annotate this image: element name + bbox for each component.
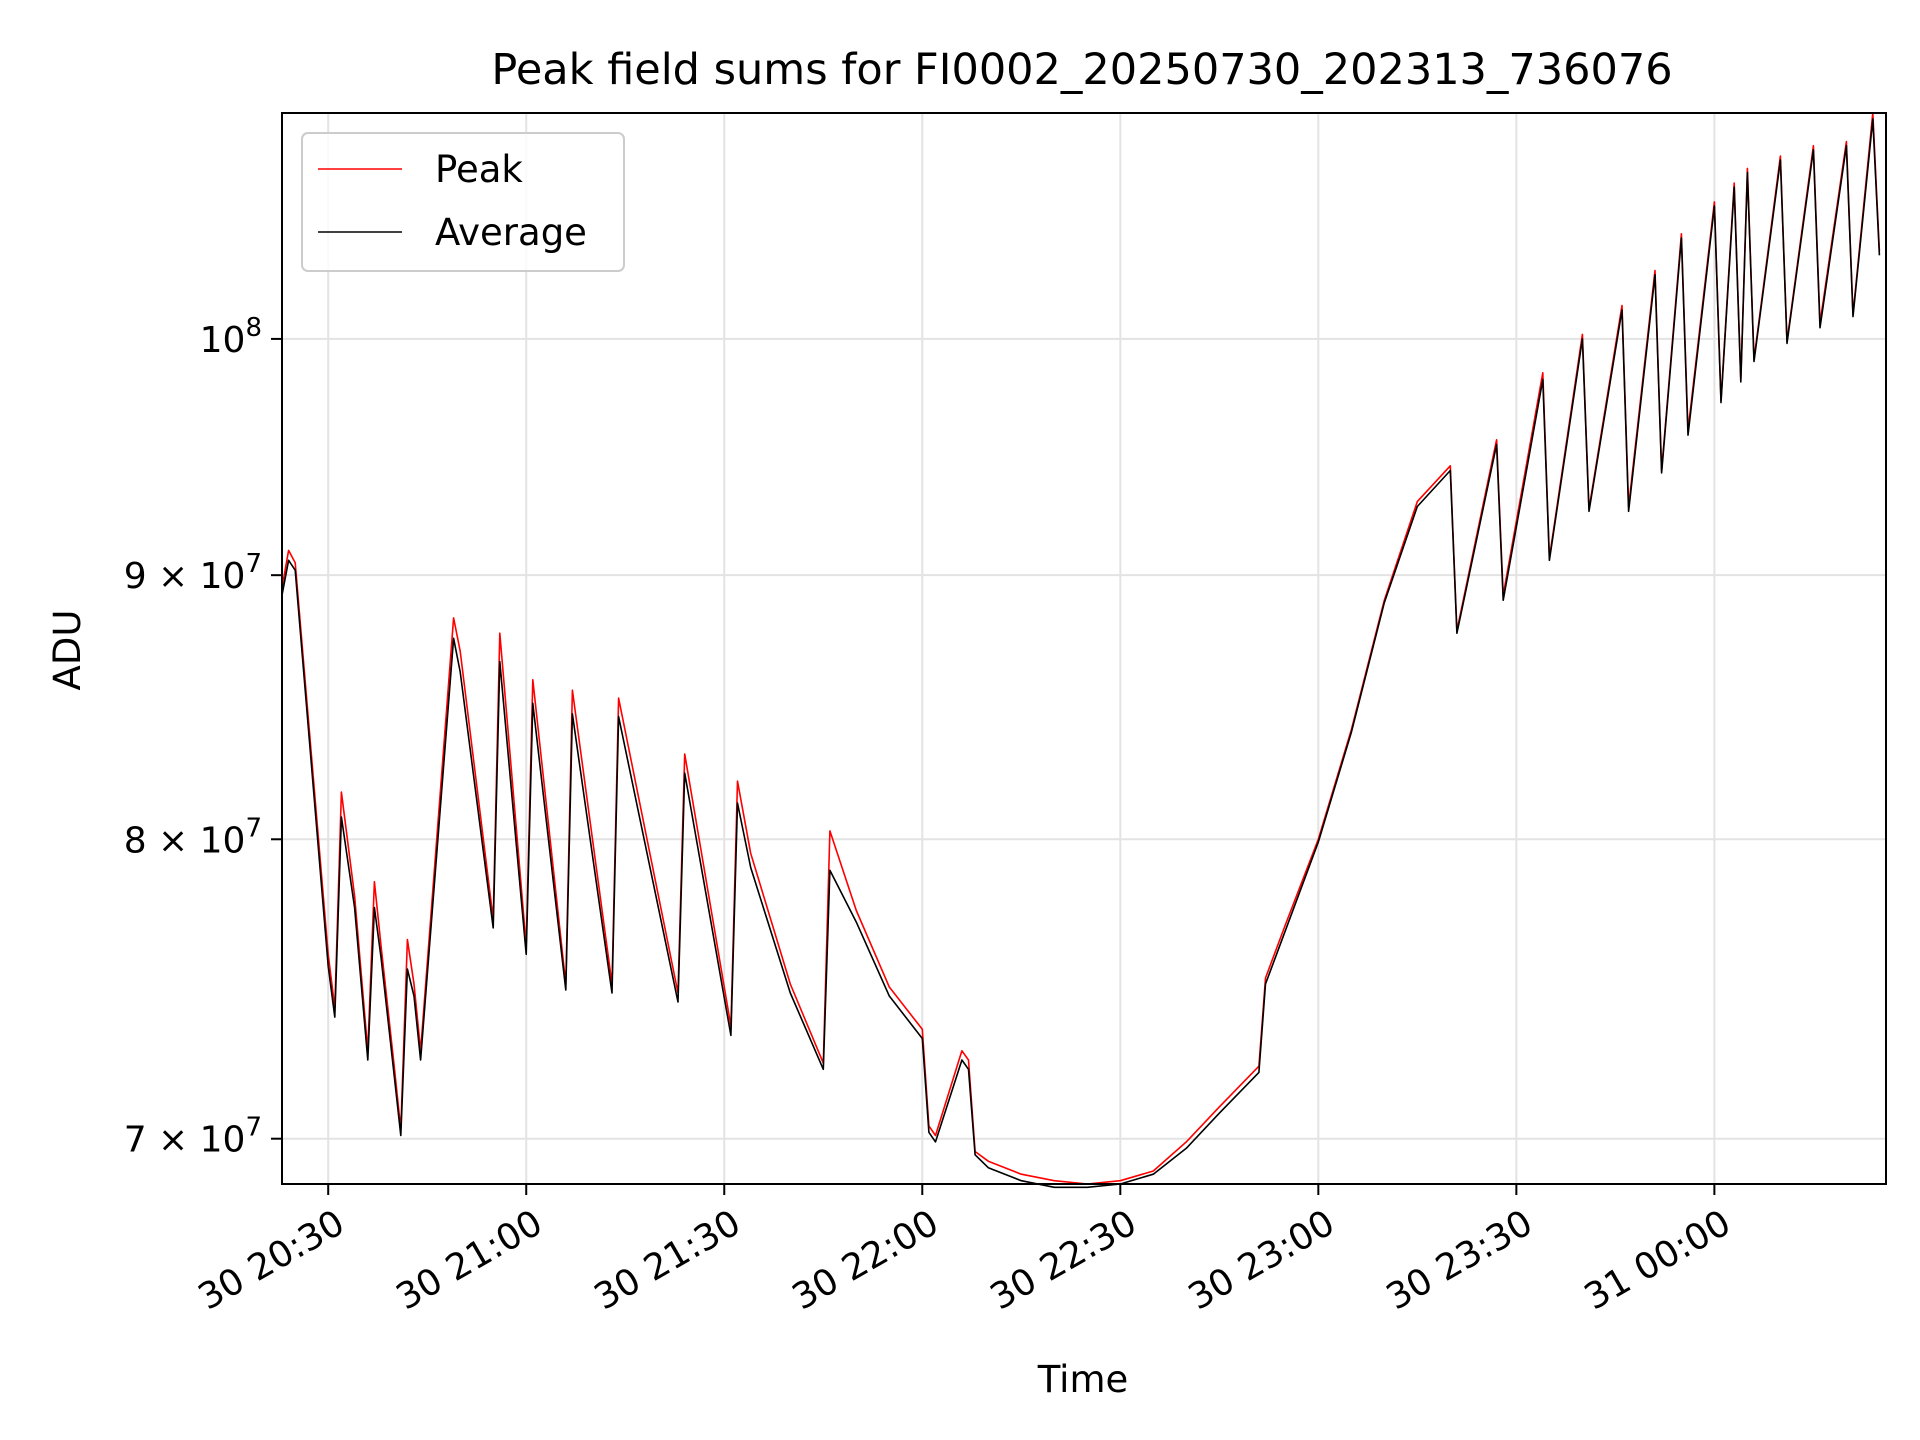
- legend-box: [301, 132, 625, 272]
- y-tick-label: 9 × 107: [124, 549, 262, 597]
- y-tick-label: 8 × 107: [124, 813, 262, 861]
- series-average-line: [281, 118, 1881, 1189]
- x-axis-label: Time: [1037, 1358, 1129, 1401]
- grid-lines: [282, 113, 1886, 1184]
- legend-label-peak: Peak: [435, 148, 523, 191]
- y-tick-label: 108: [200, 313, 262, 361]
- y-axis-label: ADU: [46, 610, 89, 691]
- y-axis: 7 × 107 8 × 107 9 × 107 108: [124, 313, 282, 1161]
- plot-frame: [281, 112, 1887, 1185]
- legend: Peak Average: [301, 132, 625, 272]
- chart-title: Peak field sums for FI0002_20250730_2023…: [491, 45, 1672, 95]
- y-tick-label: 7 × 107: [124, 1113, 262, 1161]
- plot-area: [281, 112, 1881, 1189]
- legend-label-average: Average: [435, 211, 587, 254]
